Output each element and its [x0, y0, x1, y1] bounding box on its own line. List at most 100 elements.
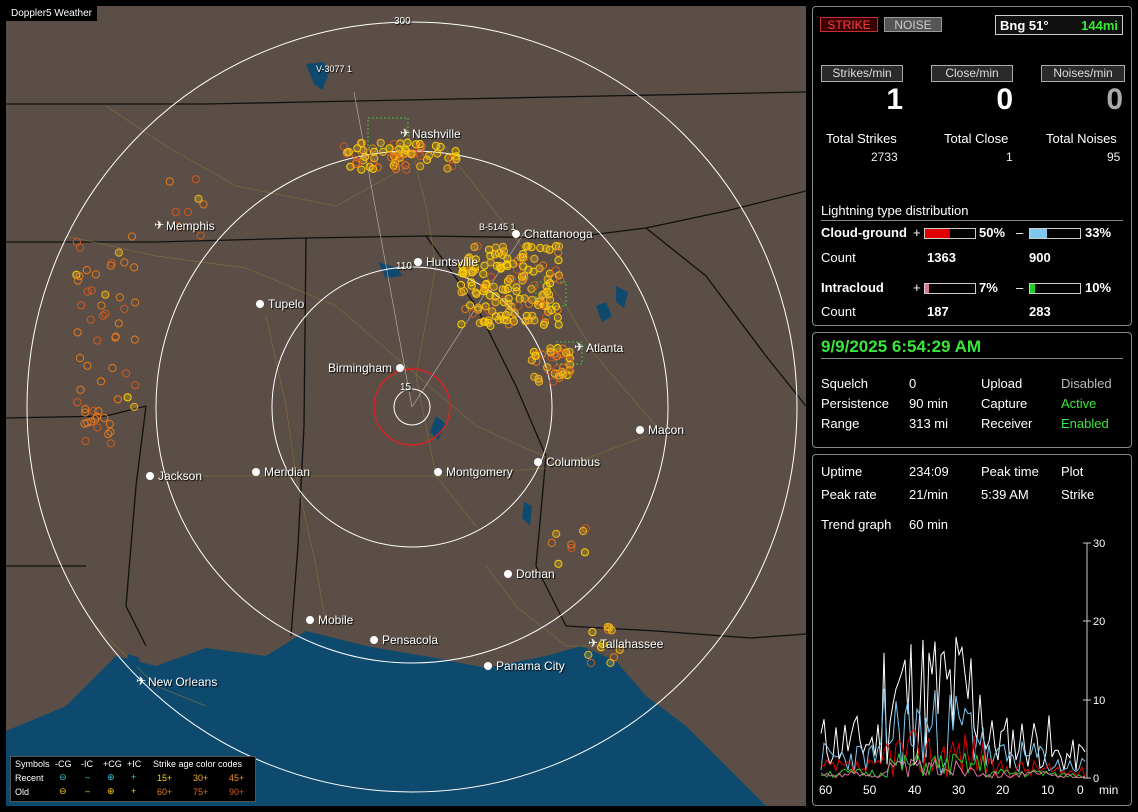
strike-marker — [346, 162, 355, 171]
strike-marker — [467, 278, 476, 287]
capture-value[interactable]: Active — [1061, 396, 1097, 411]
strike-marker — [106, 261, 116, 270]
receiver-value[interactable]: Enabled — [1061, 416, 1109, 431]
strike-marker — [564, 355, 574, 364]
strike-marker — [122, 369, 131, 378]
strike-marker — [93, 336, 102, 345]
airport-icon: ✈ — [136, 674, 147, 688]
upload-value[interactable]: Disabled — [1061, 376, 1112, 391]
strike-marker — [76, 385, 85, 394]
legend-col: -CG — [55, 759, 72, 769]
strike-marker — [472, 289, 481, 298]
ic-plus-sign: + — [913, 280, 921, 295]
total-close-label: Total Close — [944, 131, 1009, 146]
cg-minus-sign: – — [1016, 225, 1024, 240]
x-tick: 60 — [819, 783, 833, 797]
strike-marker — [545, 279, 555, 288]
strike-marker — [91, 270, 101, 279]
strike-marker — [521, 317, 530, 326]
city-dot-icon — [306, 616, 314, 624]
plot-label: Plot — [1061, 464, 1084, 479]
strike-marker — [579, 526, 588, 536]
strike-marker — [558, 344, 567, 353]
cg-neg-bar — [1029, 228, 1081, 239]
strike-marker — [416, 142, 425, 151]
city-dot-icon — [636, 426, 644, 434]
strike-marker — [368, 164, 378, 173]
strike-marker — [498, 285, 507, 294]
strike-marker — [80, 419, 89, 428]
strike-marker — [104, 430, 113, 439]
strike-marker — [422, 155, 432, 164]
strike-mode-button[interactable]: STRIKE — [820, 17, 878, 32]
city-label: Memphis — [166, 219, 215, 233]
strike-marker — [391, 165, 401, 174]
trend-graph-value[interactable]: 60 min — [909, 517, 949, 532]
city-label: Jackson — [158, 469, 203, 483]
strike-marker — [534, 377, 544, 386]
strike-marker — [603, 625, 613, 634]
trend-series-line — [820, 688, 1086, 776]
divider — [821, 220, 1123, 221]
strike-marker — [389, 140, 398, 149]
strike-marker — [370, 154, 379, 163]
strike-marker — [379, 147, 388, 156]
plot-value[interactable]: Strike — [1061, 487, 1095, 502]
strike-marker — [584, 650, 593, 660]
strike-marker — [359, 146, 368, 155]
strike-marker — [518, 253, 528, 262]
cg-count-label: Count — [821, 250, 856, 265]
station-label: B-5145 1 — [479, 222, 516, 232]
strike-marker — [538, 261, 548, 270]
strike-marker — [173, 222, 183, 231]
city-dot-icon — [370, 636, 378, 644]
peak-rate-value: 21/min — [909, 487, 949, 502]
strike-marker — [534, 374, 543, 383]
state-borders — [6, 91, 806, 647]
city-dot-icon — [414, 258, 422, 266]
strike-marker — [457, 288, 466, 297]
strike-marker — [520, 273, 529, 282]
city-label: Dothan — [516, 567, 555, 581]
strike-marker — [73, 276, 83, 285]
strike-marker — [73, 398, 82, 407]
strike-marker — [530, 316, 539, 325]
ic-neg-percent: 10% — [1085, 280, 1112, 295]
intracloud-label: Intracloud — [821, 280, 884, 295]
squelch-label: Squelch — [821, 376, 868, 391]
strike-marker — [458, 269, 467, 278]
ic-minus-sign: – — [1016, 280, 1024, 295]
city-dot-icon — [256, 300, 264, 308]
total-strikes-value: 2733 — [871, 150, 898, 164]
distance-value: 144mi — [1081, 18, 1118, 33]
receiver-label: Receiver — [981, 416, 1033, 431]
city-dot-icon — [512, 230, 520, 238]
station-label: V-3077 1 — [316, 64, 353, 74]
strike-marker — [96, 377, 106, 386]
lightning-map[interactable]: 300 110 15 V-3077 1 B-5145 1 ✈ Nashville ✈… — [6, 6, 806, 806]
strike-marker — [474, 303, 483, 312]
trend-graph: 30 20 10 0 60 50 40 30 20 10 0 min — [819, 538, 1118, 797]
noise-mode-button[interactable]: NOISE — [884, 17, 942, 32]
strike-marker — [505, 274, 514, 283]
strike-marker — [523, 242, 533, 251]
strike-marker — [581, 524, 590, 533]
strike-marker — [401, 145, 410, 154]
strike-marker — [512, 287, 521, 296]
strike-marker — [194, 194, 203, 203]
city-label: Mobile — [318, 613, 354, 627]
cg-pos-bar — [924, 228, 976, 239]
strike-marker — [588, 627, 597, 637]
strike-marker — [93, 423, 102, 432]
city-dot-icon — [534, 458, 542, 466]
strike-marker — [486, 251, 495, 260]
bearing-value: Bng 51° — [1000, 18, 1049, 33]
strike-marker — [81, 408, 90, 417]
strike-marker — [509, 259, 518, 268]
strike-marker — [496, 263, 505, 272]
peak-time-value: 5:39 AM — [981, 487, 1029, 502]
legend-age-title: Strike age color codes — [153, 759, 243, 769]
cg-neg-old-icon: ⊖ — [59, 786, 67, 796]
city-label: Meridian — [264, 465, 311, 479]
strike-marker — [191, 175, 200, 184]
